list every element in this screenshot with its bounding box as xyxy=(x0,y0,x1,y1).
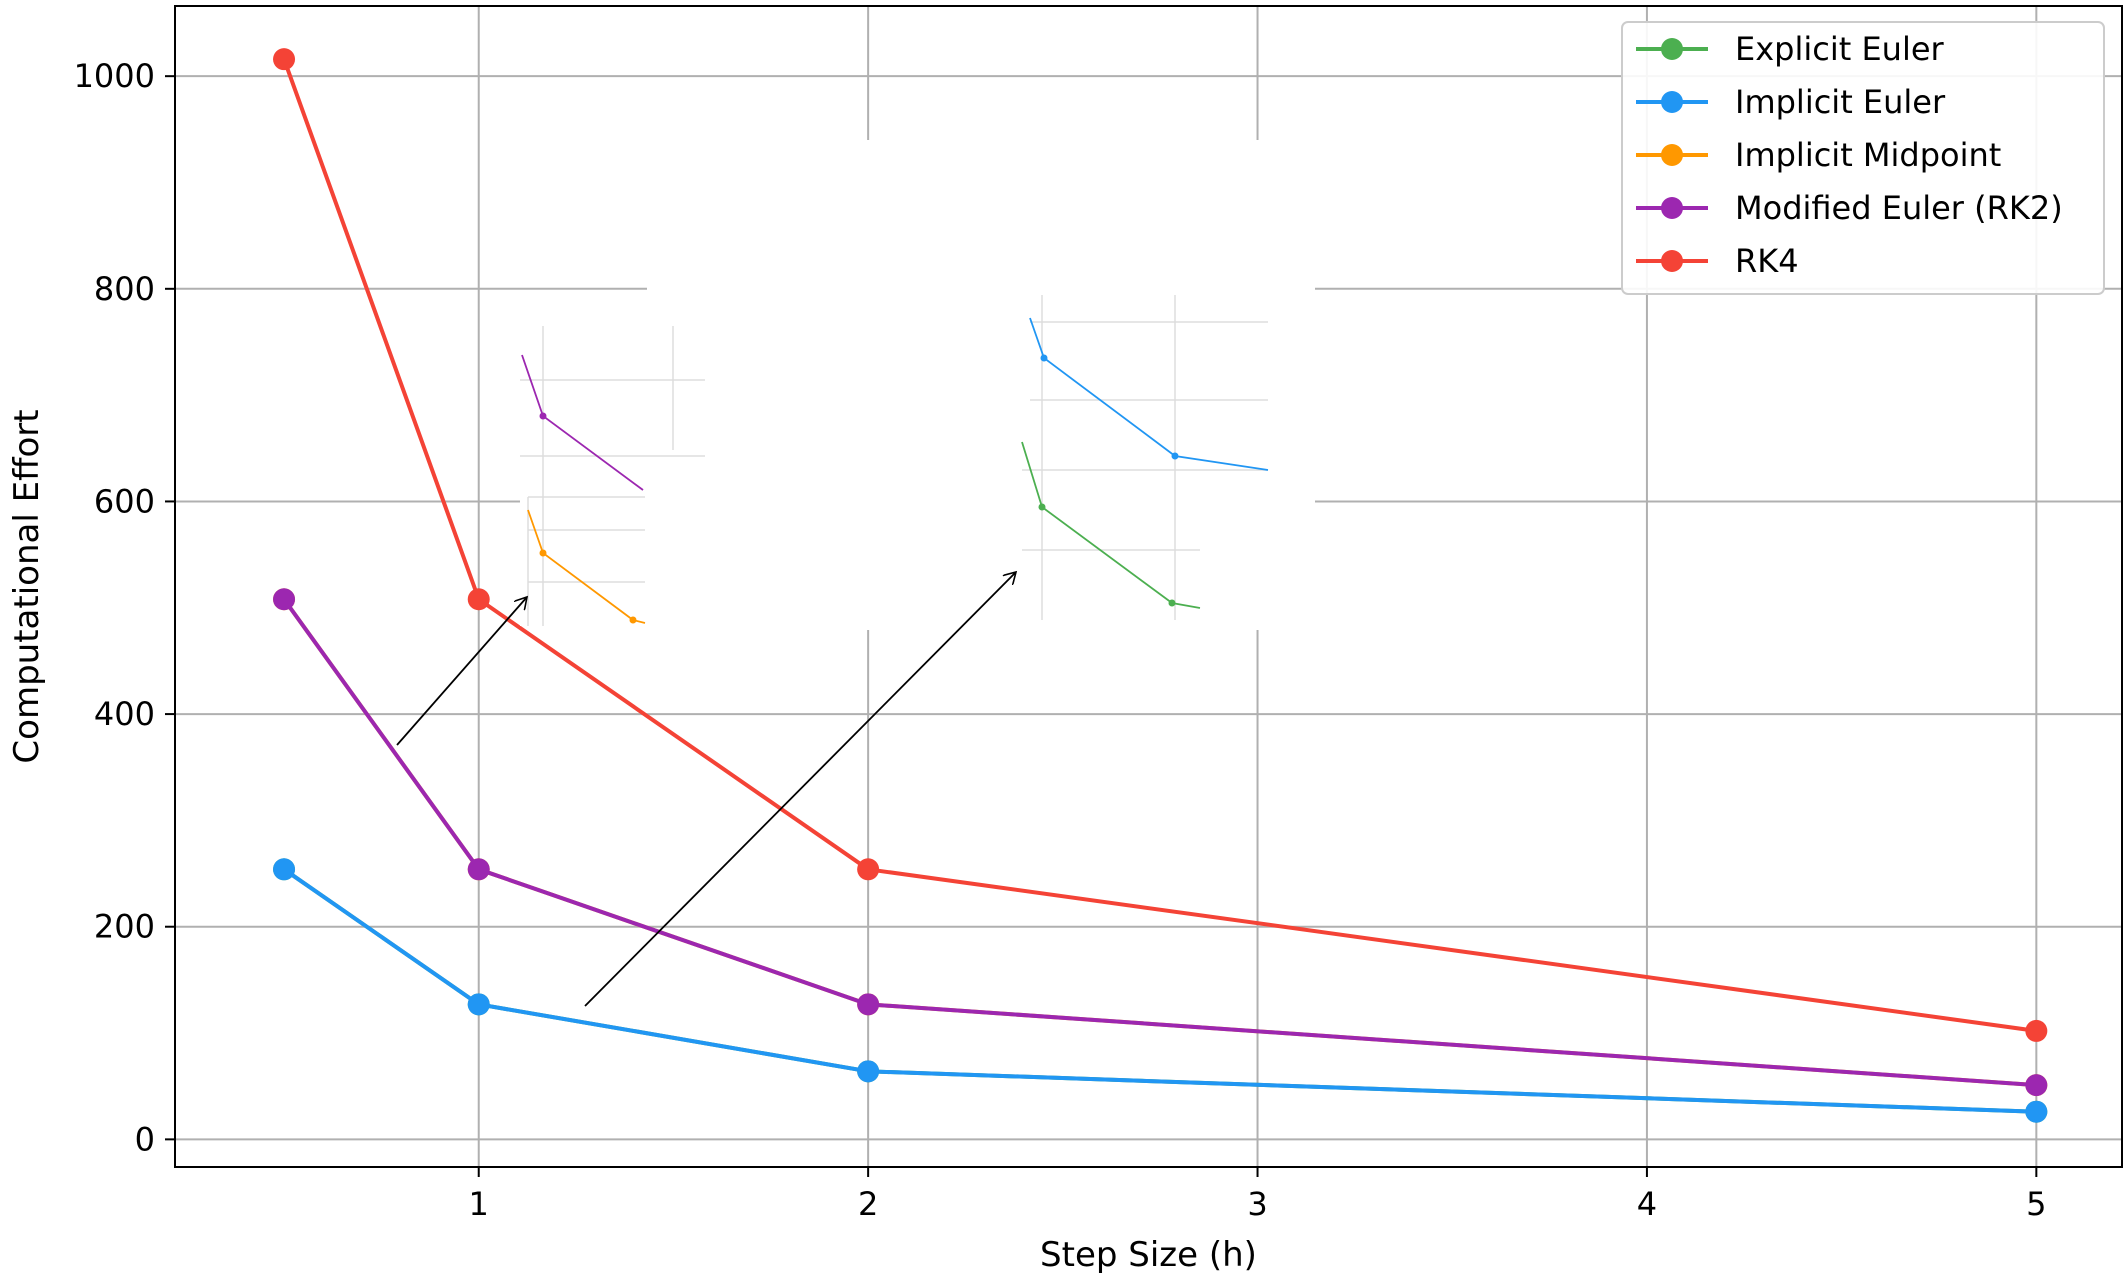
inset-arrow xyxy=(584,572,1016,1007)
inset-point xyxy=(629,616,637,624)
inset-point xyxy=(1168,599,1176,607)
data-point xyxy=(467,588,490,611)
data-point xyxy=(857,993,880,1016)
legend-label: Modified Euler (RK2) xyxy=(1735,189,2063,227)
data-point xyxy=(2025,1074,2048,1097)
series-line xyxy=(282,58,2037,1033)
y-axis-label: Computational Effort xyxy=(7,409,47,763)
x-tick-label: 3 xyxy=(1247,1185,1267,1223)
data-point xyxy=(2025,1100,2048,1123)
y-tick-label: 400 xyxy=(94,695,155,733)
inset-overlay xyxy=(396,140,1315,1007)
x-tick-label: 1 xyxy=(469,1185,489,1223)
inset-line xyxy=(527,509,646,624)
legend-item-0: Explicit Euler xyxy=(1636,30,1945,68)
inset-panel xyxy=(520,326,720,626)
legend-label: Implicit Midpoint xyxy=(1735,136,2001,174)
series-4 xyxy=(273,48,2048,1042)
data-point xyxy=(467,858,490,881)
legend-swatch-marker xyxy=(1661,250,1683,272)
legend-label: Implicit Euler xyxy=(1735,83,1946,121)
x-axis-label: Step Size (h) xyxy=(1040,1235,1257,1275)
data-point xyxy=(857,858,880,881)
y-tick-label: 600 xyxy=(94,482,155,520)
legend-swatch-marker xyxy=(1661,91,1683,113)
legend-item-2: Implicit Midpoint xyxy=(1636,136,2001,174)
data-point xyxy=(467,993,490,1016)
inset-point xyxy=(1040,354,1048,362)
data-point xyxy=(2025,1019,2048,1042)
legend-swatch-marker xyxy=(1661,38,1683,60)
inset-point xyxy=(539,412,547,420)
series-line xyxy=(282,867,2037,1114)
legend-label: RK4 xyxy=(1735,242,1799,280)
legend: Explicit Euler Implicit Euler Implicit Mid… xyxy=(1621,21,2105,295)
legend-swatch-marker xyxy=(1661,197,1683,219)
y-tick-label: 800 xyxy=(94,270,155,308)
inset-arrow xyxy=(396,597,527,746)
x-tick-label: 5 xyxy=(2026,1185,2046,1223)
inset-point xyxy=(1038,503,1046,511)
data-point xyxy=(857,1060,880,1083)
inset-point xyxy=(539,549,547,557)
y-tick-label: 0 xyxy=(135,1120,155,1158)
y-tick-label: 200 xyxy=(94,908,155,946)
legend-item-3: Modified Euler (RK2) xyxy=(1636,189,2063,227)
legend-box xyxy=(1621,21,2105,295)
inset-panel xyxy=(647,140,1315,630)
plot-frame xyxy=(174,5,2123,1168)
inset-line xyxy=(1029,317,1269,471)
x-tick-label: 2 xyxy=(858,1185,878,1223)
legend-item-4: RK4 xyxy=(1636,242,1799,280)
series-lines xyxy=(273,48,2048,1123)
inset-point xyxy=(1171,452,1179,460)
axis-ticks: 1 2 3 4 5 0 200 400 600 800 1000 xyxy=(74,57,2047,1223)
legend-swatch-marker xyxy=(1661,144,1683,166)
series-1 xyxy=(273,858,2048,1123)
data-point xyxy=(273,858,296,881)
series-line xyxy=(282,598,2037,1088)
legend-item-1: Implicit Euler xyxy=(1636,83,1946,121)
legend-label: Explicit Euler xyxy=(1735,30,1945,68)
data-point xyxy=(273,588,296,611)
y-tick-label: 1000 xyxy=(74,57,155,95)
series-3 xyxy=(273,588,2048,1097)
x-tick-label: 4 xyxy=(1637,1185,1657,1223)
data-point xyxy=(273,48,296,71)
inset-line xyxy=(1021,441,1201,609)
